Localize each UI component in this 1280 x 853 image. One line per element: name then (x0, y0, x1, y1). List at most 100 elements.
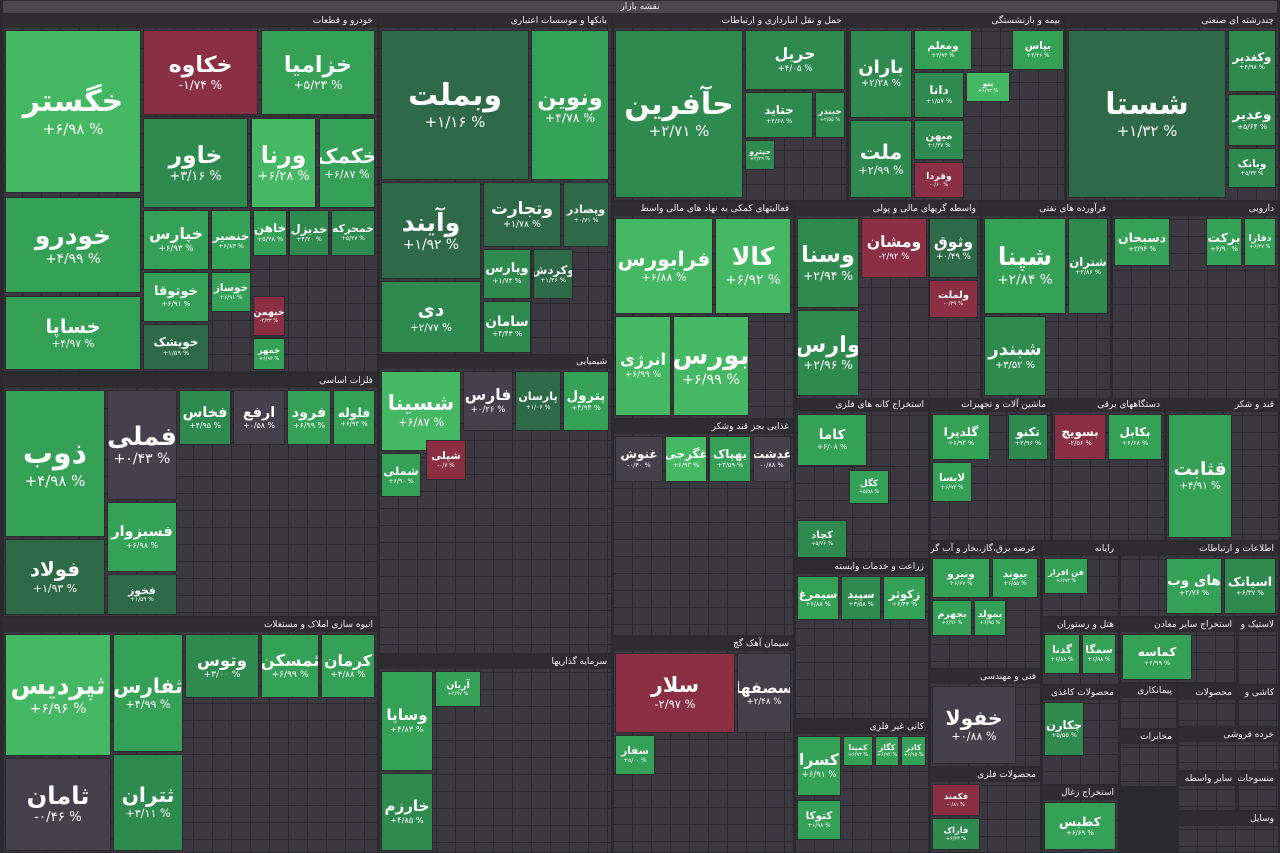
stock-tile: خویشک +۱/۵۹ % (143, 324, 209, 370)
stock-tile: دسبحان +۳/۹۴ % (1114, 218, 1170, 266)
sector: غذایی بجز قند وشکر غنوش -۰/۴۰ % غگرجی +۶/۹۳ … (613, 420, 793, 635)
sector-title: محصولات فلزی (930, 768, 1040, 782)
sector-title: استخراج کانه های فلزی (795, 398, 928, 412)
stock-change: +۶/۹۳ % (340, 420, 368, 429)
stock-name: خنصیر (212, 228, 250, 243)
stock-change: +۶/۹۳ % (847, 752, 869, 759)
stock-change: +۶/۵۵ % (1003, 580, 1027, 587)
stock-tile: بپاس +۲/۴۶ % (1012, 30, 1064, 70)
stock-name: خگستر (22, 84, 124, 120)
stock-name: کماسه (1137, 645, 1177, 660)
sector-title: فعالیتهای کمکی به نهاد های مالی واسط (613, 202, 793, 216)
stock-name: حبندر (818, 107, 842, 117)
stock-name: های وب (1167, 572, 1221, 589)
stock-tile: ثفارس +۴/۹۹ % (113, 634, 183, 752)
stock-name: شپنا (997, 242, 1053, 272)
stock-tile: کتوکا +۶/۹۸ % (797, 800, 841, 840)
sector: پیمانکاری (1120, 684, 1176, 728)
stock-change: +۱/۹۳ % (32, 581, 78, 595)
stock-tile: کماسه +۶/۹۹ % (1122, 634, 1192, 680)
stock-name: فملی (107, 421, 177, 452)
stock-name: بیوند (1002, 567, 1028, 580)
sector: سیمان آهک گچ سلار -۲/۹۷ % سصفها +۲/۴۸ % سفار +… (613, 637, 793, 852)
stock-tile: گلدیرا +۶/۹۳ % (932, 414, 990, 460)
stock-tile: ثتران +۳/۱۱ % (113, 754, 183, 851)
stock-name: بمولد (977, 608, 1003, 620)
stock-tile: ثمسکن +۶/۹۹ % (261, 634, 319, 698)
sector-title: قند و شکر (1166, 398, 1278, 412)
stock-name: وآیند (401, 207, 461, 237)
stock-tile: ارفع +۰/۵۸ % (233, 390, 285, 445)
stock-change: +۵/۵۸ % (858, 489, 880, 496)
stock-tile: فرود +۶/۹۹ % (287, 390, 331, 445)
stock-tile: سامان +۴/۴۳ % (483, 301, 531, 353)
sector: خرده فروشی (1178, 728, 1278, 770)
stock-name: کاما (818, 426, 846, 443)
stock-name: برکت (1207, 229, 1241, 245)
stock-change: +۱/۳۷ % (927, 142, 951, 149)
sector-title: خودرو و قطعات (3, 14, 377, 28)
stock-tile: خارزم +۴/۸۵ % (381, 773, 433, 851)
sector-title: وسایل (1178, 812, 1278, 826)
stock-name: وفردا (926, 170, 952, 182)
stock-change: -۲/۳۳ % (259, 318, 279, 325)
stock-name: شستا (1105, 86, 1189, 122)
stock-tile: وثوق +۰/۴۹ % (929, 218, 978, 278)
stock-change: +۴/۹۹ % (125, 697, 171, 711)
stock-change: +۴/۹۷ % (447, 691, 469, 698)
stock-change: +۶/۴۴ % (891, 600, 918, 608)
stock-change: -۰/۸۱ % (947, 801, 965, 808)
stock-name: کرمان (324, 650, 372, 670)
stock-name: فولاد (29, 558, 81, 582)
stock-tile: غنوش -۰/۴۰ % (615, 436, 663, 482)
stock-tile: سمگا +۶/۹۸ % (1082, 634, 1116, 674)
stock-name: کمینا (848, 742, 868, 752)
stock-change: +۲/۹۴ % (802, 268, 854, 283)
stock-name: فخوز (128, 583, 156, 597)
stock-name: لابسا (938, 471, 966, 484)
stock-tile: وآیند +۱/۹۲ % (381, 182, 481, 279)
stock-tile: خساپا +۴/۹۷ % (5, 296, 141, 370)
stock-name: غنوش (620, 447, 658, 462)
stock-change: +۵/۲۳ % (293, 77, 343, 92)
stock-tile: وسنا +۲/۹۴ % (797, 218, 859, 308)
stock-tile: وارس +۲/۹۶ % (797, 310, 859, 396)
stock-name: وکغدیر (1232, 49, 1272, 64)
stock-tile: فارس +۰/۲۶ % (463, 371, 513, 431)
stock-tile: ملت +۲/۹۹ % (850, 120, 912, 198)
stock-change: -۰/۴۶ % (34, 810, 82, 826)
stock-change: +۶/۲۸ % (257, 168, 310, 184)
stock-name: فسبزوار (111, 523, 173, 540)
stock-tile: خاور +۳/۱۶ % (143, 118, 248, 208)
stock-change: +۱/۷۸ % (503, 218, 541, 230)
stock-name: بسویچ (1061, 425, 1099, 440)
stock-tile: زکوثر +۶/۴۴ % (883, 576, 926, 620)
sector: استخراج کانه های فلزی کاما +۶/۰۸ % کگل +۵/۵۸… (795, 398, 928, 558)
sector: لاستیک و (1238, 618, 1278, 684)
stock-change: +۶/۹۶ % (29, 701, 87, 718)
stock-tile: کالا +۶/۹۲ % (715, 218, 791, 314)
stock-change: +۰/۲۶ % (470, 404, 506, 415)
stock-name: خدیزل (290, 221, 328, 236)
sector: خودرو و قطعات خگستر +۶/۹۸ % خودرو +۴/۹۹ % خسا… (3, 14, 377, 372)
stock-change: +۶/۳۷ % (1236, 589, 1264, 598)
stock-tile: بجهرم +۶/۹۶ % (932, 600, 972, 636)
stock-tile: حپترو +۲/۲۹ % (745, 140, 775, 170)
stock-change: -۲/۵۶ % (1068, 438, 1092, 447)
stock-change: +۳/۹۴ % (1128, 245, 1156, 254)
stock-tile: سپید +۳/۵۸ % (841, 576, 881, 620)
stock-change: +۶/۹۹ % (293, 421, 325, 430)
stock-name: خکمک (319, 143, 375, 168)
stock-change: +۶/۹۴ % (876, 752, 898, 759)
stock-name: خوساز (213, 281, 249, 294)
stock-name: ولملت (938, 290, 969, 302)
stock-tile: ونیرو +۶/۶۷ % (932, 558, 990, 598)
sector: فعالیتهای کمکی به نهاد های مالی واسط فراب… (613, 202, 793, 418)
stock-change: +۶/۹۸ % (42, 119, 104, 138)
sector: وسایل (1178, 812, 1278, 852)
stock-tile: خودرو +۴/۹۹ % (5, 197, 141, 293)
stock-tile: ومشان -۲/۹۲ % (861, 218, 927, 278)
stock-change: +۶/۳۷ % (1249, 244, 1271, 251)
stock-name: بهپاک (713, 447, 747, 462)
stock-name: کسرا (799, 750, 839, 769)
